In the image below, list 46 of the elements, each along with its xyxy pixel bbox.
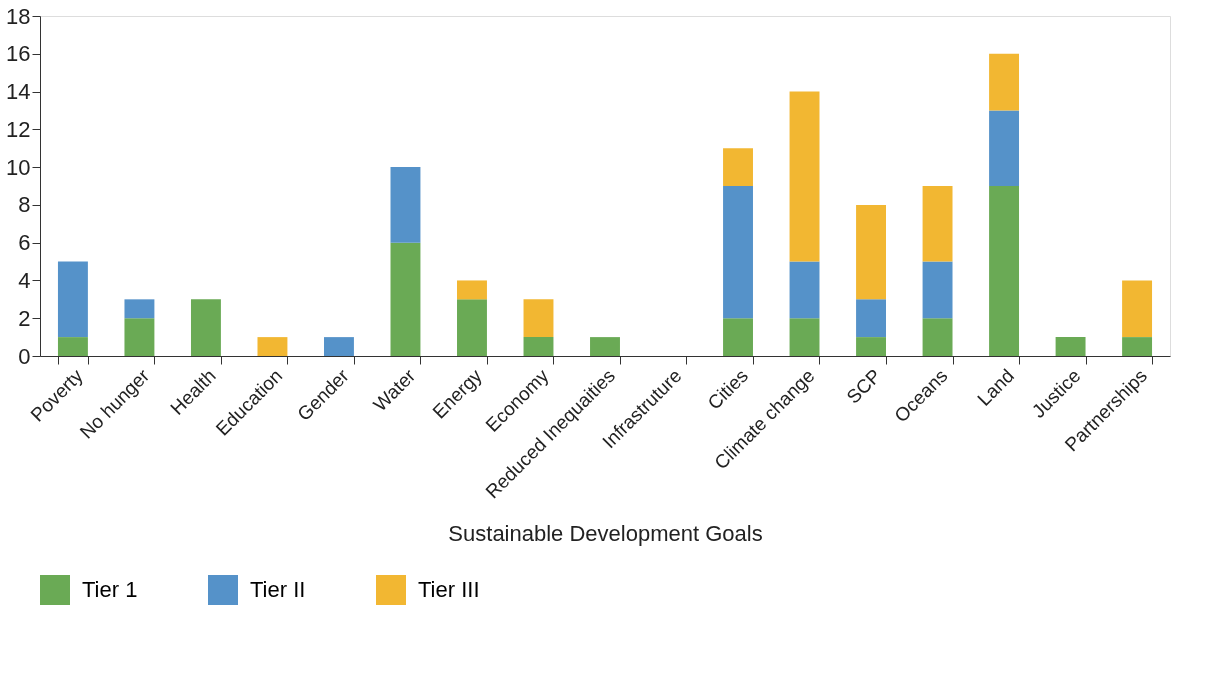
bar — [324, 337, 354, 356]
bar — [1122, 337, 1153, 356]
y-tick-label: 18 — [6, 3, 31, 29]
y-tick-label: 6 — [18, 230, 31, 256]
bar — [57, 337, 88, 356]
bar — [922, 186, 953, 262]
legend-label: Tier 1 — [82, 577, 138, 602]
y-tick-label: 10 — [6, 154, 31, 180]
bar — [124, 318, 155, 356]
bar — [856, 337, 886, 356]
y-tick-label: 12 — [6, 116, 31, 142]
y-tick-label: 14 — [6, 79, 31, 105]
bar — [1122, 280, 1153, 338]
bar — [523, 337, 554, 356]
bar — [457, 299, 487, 356]
bar — [457, 280, 487, 300]
bar — [257, 337, 288, 356]
y-tick-label: 4 — [18, 267, 31, 293]
bar — [789, 318, 820, 356]
y-tick-label: 8 — [18, 192, 31, 218]
bar — [523, 299, 554, 338]
bar — [124, 299, 155, 319]
bar — [57, 261, 88, 338]
bar — [723, 318, 753, 356]
bar — [1055, 337, 1086, 356]
bar — [856, 204, 886, 300]
bar — [390, 242, 421, 356]
bar — [989, 110, 1020, 186]
bar — [789, 261, 820, 319]
x-axis-title: Sustainable Development Goals — [448, 521, 763, 547]
y-tick-label: 2 — [18, 305, 31, 331]
bar — [922, 261, 953, 319]
bar — [590, 337, 620, 356]
bar — [989, 53, 1020, 111]
bar — [723, 186, 753, 319]
bar — [922, 318, 953, 356]
y-tick-label: 0 — [18, 343, 31, 369]
bar — [989, 186, 1020, 356]
bar — [789, 91, 820, 262]
bar — [856, 299, 886, 338]
y-tick-label: 16 — [6, 41, 31, 67]
legend-label: Tier III — [418, 577, 480, 602]
bar — [190, 299, 221, 356]
bar — [723, 148, 753, 186]
bar — [390, 167, 421, 243]
legend-label: Tier II — [250, 577, 306, 602]
